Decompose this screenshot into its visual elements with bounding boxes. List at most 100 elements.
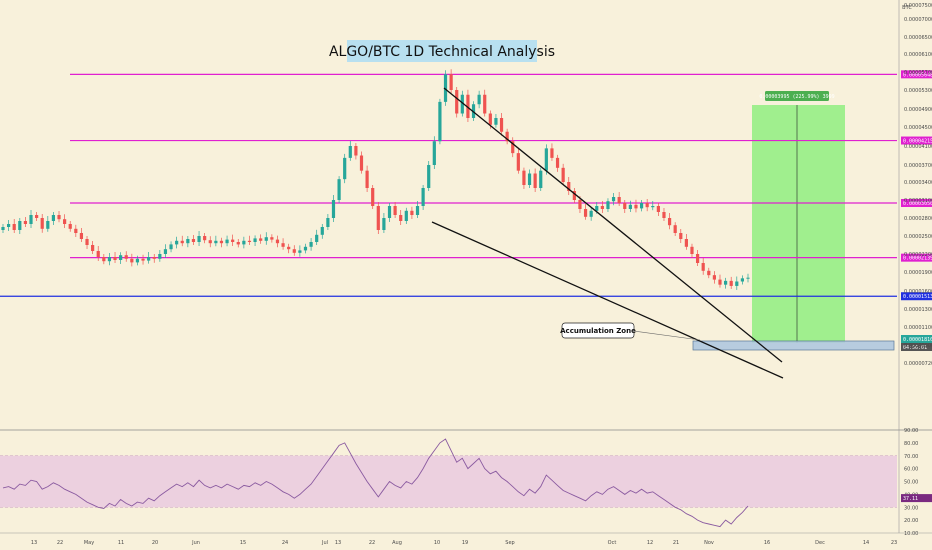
candle <box>488 113 492 125</box>
accumulation-zone-label: Accumulation Zone <box>560 327 636 335</box>
level-price-badge <box>901 292 932 301</box>
y-tick-label: 0.00006500 <box>904 35 932 41</box>
candle <box>729 280 733 286</box>
y-tick-label: 0.00004900 <box>904 107 932 113</box>
rsi-tick-label: 80.00 <box>904 441 918 447</box>
y-tick-label: 0.00004500 <box>904 125 932 131</box>
candle <box>404 210 408 221</box>
rsi-tick-label: 10.00 <box>904 531 918 537</box>
candle <box>477 94 481 105</box>
candle <box>455 90 459 114</box>
candle <box>555 157 560 168</box>
candle <box>331 200 336 218</box>
candle <box>684 239 688 247</box>
x-tick-label: May <box>84 540 94 546</box>
x-axis: 13 22 May 11 20 Jun 15 24 Jul 13 22 Aug 10 19 Sep Oct 12… <box>0 532 932 546</box>
x-tick-label: 12 <box>647 540 653 546</box>
candle <box>634 204 638 209</box>
candles <box>1 69 750 290</box>
y-tick-label: 0.00001300 <box>904 307 932 313</box>
rsi-current-label: 37.11 <box>903 496 918 502</box>
candle <box>63 219 67 224</box>
candle <box>219 240 224 244</box>
candle <box>595 206 599 211</box>
candle <box>516 153 520 171</box>
candle <box>158 254 162 259</box>
candle <box>387 206 392 218</box>
y-tick-label: 0.00006100 <box>904 52 932 58</box>
x-tick-label: Jun <box>191 540 200 546</box>
target-label: 0.00003995 (225.99%) 3999 <box>759 94 834 100</box>
level-price-label: 0.00004215 <box>903 139 932 145</box>
candle <box>611 197 616 202</box>
candle <box>466 94 470 118</box>
x-tick-label: 14 <box>863 540 869 546</box>
candle <box>35 215 39 218</box>
candle <box>348 146 352 158</box>
y-tick-label: 0.00003100 <box>904 198 932 204</box>
candle <box>600 206 604 209</box>
candle <box>343 157 347 180</box>
rsi-tick-label: 90.00 <box>904 428 918 434</box>
y-axis: 0.00007500 0.00007000 0.00006500 0.00006100… <box>898 0 932 533</box>
rsi-tick-label: 50.00 <box>904 480 918 486</box>
candle <box>264 237 268 241</box>
x-tick-label: Oct <box>608 540 617 546</box>
candle <box>578 200 582 209</box>
x-tick-label: Sep <box>505 540 514 546</box>
x-tick-label: Dec <box>815 540 825 546</box>
candle <box>135 258 140 263</box>
candle <box>208 240 212 244</box>
candle <box>740 278 744 282</box>
accumulation-zone-label-box <box>561 322 635 339</box>
candle <box>186 239 190 244</box>
candle <box>544 148 548 171</box>
candle <box>376 206 380 230</box>
candle <box>191 239 196 242</box>
candle <box>303 246 308 251</box>
candle <box>119 255 123 260</box>
levels: 0.00005648 0.00004215 0.00003050 0.00002139… <box>0 70 932 351</box>
accumulation-zone <box>692 340 895 351</box>
candle <box>163 249 168 254</box>
candle <box>1 227 5 230</box>
candle <box>483 94 487 114</box>
candle <box>415 206 420 215</box>
candle <box>275 239 280 244</box>
candle <box>499 118 504 132</box>
y-tick-label: 0.00000720 <box>904 361 932 367</box>
candle <box>51 215 56 221</box>
candle <box>438 101 442 142</box>
candle <box>337 179 341 200</box>
candle <box>46 221 50 229</box>
candle <box>645 203 649 208</box>
candle <box>701 263 705 271</box>
x-tick-label: 13 <box>31 540 37 546</box>
candle <box>527 173 532 185</box>
candle <box>91 245 95 251</box>
level-price-label: 0.00005648 <box>903 72 932 78</box>
candle <box>259 238 263 241</box>
zones: 0.00003995 (225.99%) 3999 <box>692 91 895 351</box>
candle <box>247 240 252 242</box>
y-tick-label: 0.00003400 <box>904 180 932 186</box>
candle <box>606 201 610 209</box>
rsi-tick-label: 20.00 <box>904 518 918 524</box>
candle <box>57 215 61 220</box>
level-price-label: 0.00003050 <box>903 201 932 207</box>
x-tick-label: 21 <box>673 540 679 546</box>
candle <box>746 277 750 279</box>
candle <box>225 239 229 244</box>
candle <box>399 215 403 221</box>
candle <box>124 255 128 259</box>
annotations: ALGO/BTC 1D Technical Analysis BTC Accum… <box>329 5 912 341</box>
candle <box>40 218 44 229</box>
current-price-badge <box>901 343 932 351</box>
candle <box>662 212 666 218</box>
candle <box>421 188 425 206</box>
candle <box>494 118 498 125</box>
candle <box>320 227 324 235</box>
candle <box>623 203 627 209</box>
candle <box>651 206 655 208</box>
